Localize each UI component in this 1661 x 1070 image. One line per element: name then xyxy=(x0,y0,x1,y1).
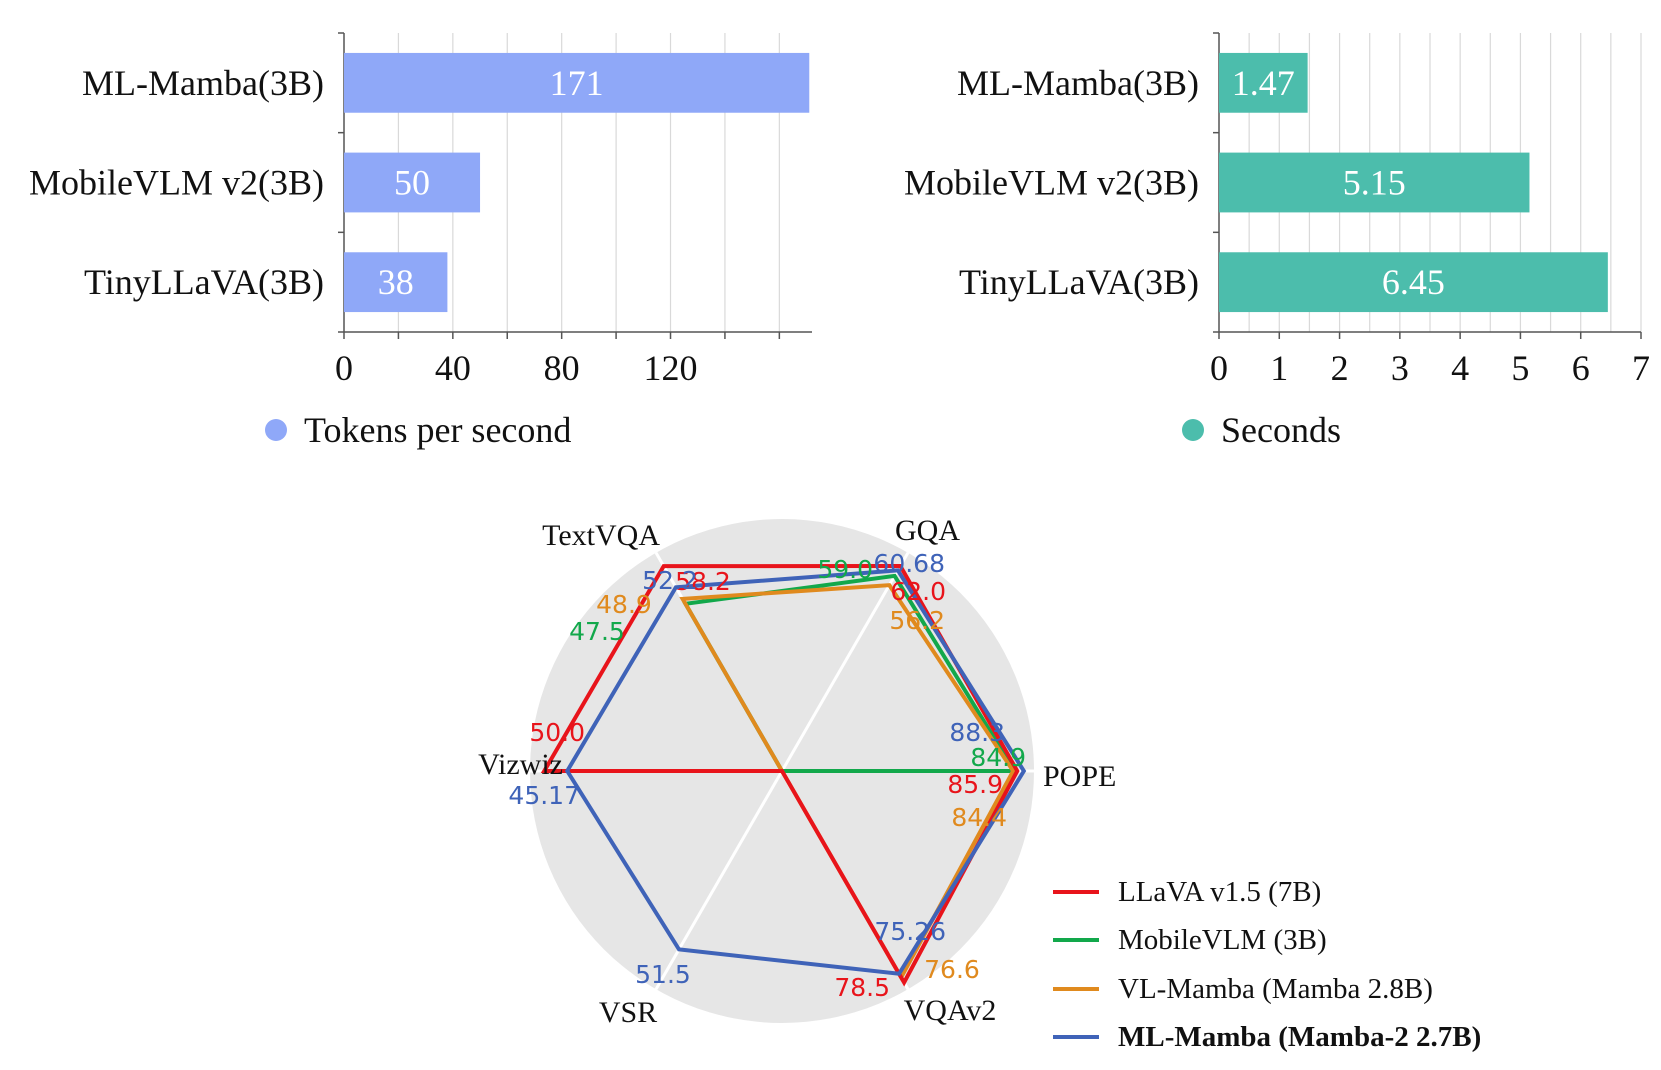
radar-value-label: 88.3 xyxy=(949,718,1005,747)
radar-value-label: 84.9 xyxy=(970,743,1026,772)
radar-axis-label: VQAv2 xyxy=(904,994,997,1027)
x-tick-label: 7 xyxy=(1632,348,1650,388)
legend-label: VL-Mamba (Mamba 2.8B) xyxy=(1118,973,1433,1005)
radar-value-label: 51.5 xyxy=(635,960,691,989)
x-tick-label: 80 xyxy=(544,348,580,388)
tokens-per-second-chart: 0 40 80 120 ML-Mamba(3B) 171 MobileVLM v2(3B) 5… xyxy=(29,32,812,450)
latency-seconds-chart: 0 1 2 3 4 5 6 7 ML-Mamba(3B) 1.47 MobileVLM v2(3B)… xyxy=(904,32,1650,450)
legend-label: LLaVA v1.5 (7B) xyxy=(1118,876,1321,908)
data-label: 5.15 xyxy=(1343,163,1406,203)
category-label: ML-Mamba(3B) xyxy=(957,63,1199,103)
radar-value-label: 45.17 xyxy=(508,781,580,810)
radar-value-label: 60.68 xyxy=(873,549,945,578)
bar xyxy=(1219,152,1530,213)
bar xyxy=(344,52,810,113)
radar-value-label: 78.5 xyxy=(834,973,890,1002)
x-tick-label: 0 xyxy=(335,348,353,388)
radar-value-label: 48.9 xyxy=(596,590,652,619)
radar-axis-label: GQA xyxy=(895,514,960,547)
radar-value-label: 84.4 xyxy=(951,803,1007,832)
category-label: TinyLLaVA(3B) xyxy=(959,262,1199,302)
x-tick-label: 40 xyxy=(435,348,471,388)
benchmark-radar-chart: GQA POPE VQAv2 VSR Vizwiz TextVQA 62.0 85.9 78.5… xyxy=(478,514,1481,1053)
x-tick-label: 6 xyxy=(1572,348,1590,388)
bar xyxy=(344,152,481,213)
radar-axis-label: TextVQA xyxy=(542,519,660,552)
data-label: 38 xyxy=(378,262,414,302)
legend-label: Tokens per second xyxy=(304,410,571,450)
category-label: ML-Mamba(3B) xyxy=(82,63,324,103)
category-label: TinyLLaVA(3B) xyxy=(84,262,324,302)
legend-label: Seconds xyxy=(1221,410,1341,450)
radar-value-label: 59.0 xyxy=(817,555,873,584)
radar-value-label: 47.5 xyxy=(569,617,625,646)
data-label: 1.47 xyxy=(1232,63,1295,103)
radar-value-label: 56.2 xyxy=(889,606,945,635)
legend-marker xyxy=(1182,419,1204,441)
radar-value-label: 58.2 xyxy=(675,567,731,596)
radar-spoke xyxy=(654,770,784,990)
radar-value-label: 75.26 xyxy=(874,917,946,946)
data-label: 6.45 xyxy=(1382,262,1445,302)
bar xyxy=(1219,52,1308,113)
radar-value-label: 85.9 xyxy=(947,770,1003,799)
x-tick-label: 0 xyxy=(1210,348,1228,388)
radar-value-label: 62.0 xyxy=(890,577,946,606)
data-label: 171 xyxy=(550,63,604,103)
x-tick-label: 3 xyxy=(1391,348,1409,388)
radar-axis-label: POPE xyxy=(1043,760,1116,793)
radar-series-line xyxy=(564,568,1027,976)
legend-marker xyxy=(265,419,287,441)
bar xyxy=(344,252,448,313)
radar-value-label: 52.2 xyxy=(642,566,698,595)
radar-axis-label: Vizwiz xyxy=(478,748,563,781)
legend-label: ML-Mamba (Mamba-2 2.7B) xyxy=(1118,1021,1481,1053)
legend-label: MobileVLM (3B) xyxy=(1118,924,1327,956)
data-label: 50 xyxy=(394,163,430,203)
radar-axis-label: VSR xyxy=(599,996,657,1029)
category-label: MobileVLM v2(3B) xyxy=(904,163,1199,203)
bar xyxy=(1219,252,1608,313)
x-tick-label: 1 xyxy=(1270,348,1288,388)
x-tick-label: 120 xyxy=(644,348,698,388)
radar-value-label: 50.0 xyxy=(529,718,585,747)
radar-value-label: 76.6 xyxy=(924,955,980,984)
x-tick-label: 2 xyxy=(1331,348,1349,388)
x-tick-label: 5 xyxy=(1511,348,1529,388)
radar-series-line xyxy=(540,563,1020,987)
radar-spoke xyxy=(780,552,910,772)
x-tick-label: 4 xyxy=(1451,348,1469,388)
category-label: MobileVLM v2(3B) xyxy=(29,163,324,203)
